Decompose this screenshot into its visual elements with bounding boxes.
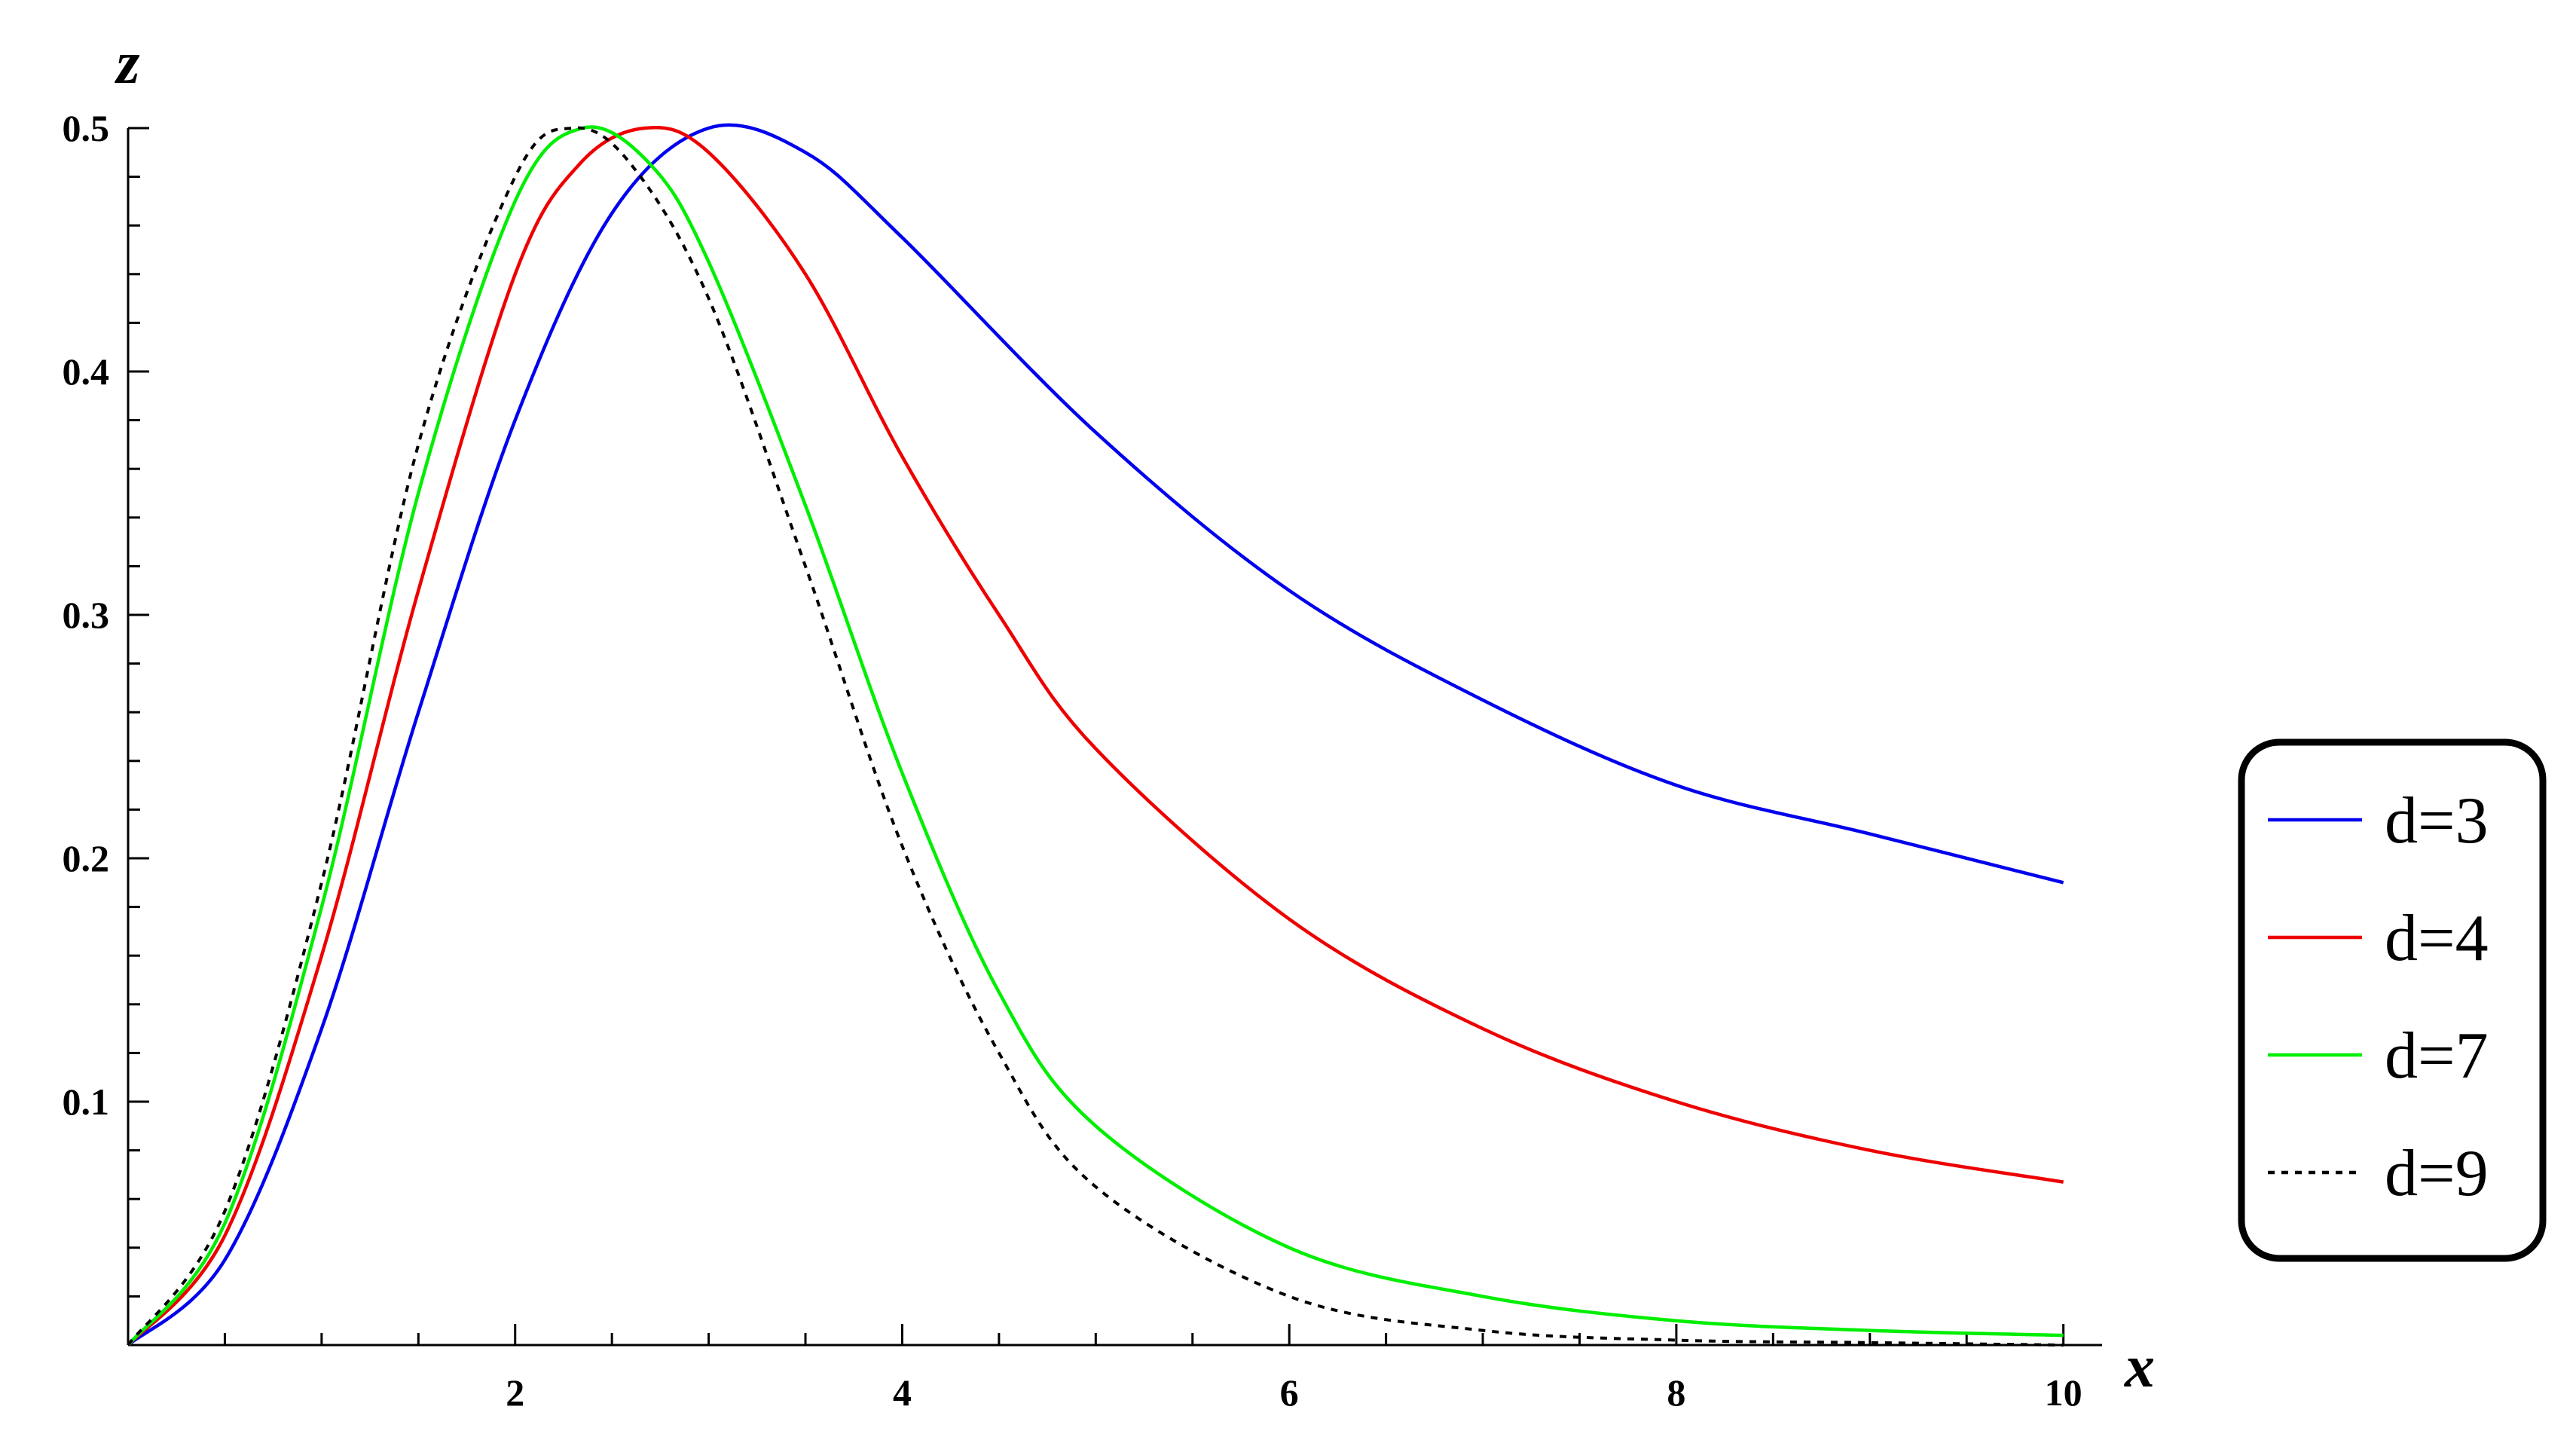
- series-line-d7: [127, 125, 2064, 1347]
- x-tick-label: 6: [1280, 1371, 1299, 1414]
- y-tick-label: 0.2: [63, 837, 110, 879]
- x-tick-label: 8: [1667, 1371, 1685, 1414]
- x-tick-label: 10: [2045, 1371, 2082, 1414]
- series-group: [127, 123, 2064, 1347]
- x-tick-label: 4: [893, 1371, 912, 1414]
- legend-label: d=9: [2385, 1137, 2489, 1210]
- legend: d=3 d=4 d=7 d=9: [2238, 738, 2547, 1262]
- y-tick-label: 0.4: [63, 350, 110, 393]
- legend-box: [2238, 738, 2547, 1262]
- y-tick-label: 0.5: [63, 107, 110, 149]
- axes: 2 4 6 8 10 0.1 0.2 0.3 0.4 0.5: [63, 107, 2102, 1414]
- y-axis-label: z: [114, 30, 139, 96]
- y-tick-label: 0.1: [63, 1081, 110, 1123]
- series-line-d3: [127, 123, 2064, 1347]
- x-axis-label: x: [2124, 1334, 2155, 1400]
- x-tick-label: 2: [506, 1371, 524, 1414]
- legend-label: d=3: [2385, 784, 2489, 858]
- legend-label: d=4: [2385, 902, 2489, 975]
- series-line-d4: [127, 125, 2064, 1347]
- series-line-d9: [127, 126, 2064, 1347]
- y-tick-label: 0.3: [63, 594, 110, 636]
- legend-label: d=7: [2385, 1020, 2489, 1093]
